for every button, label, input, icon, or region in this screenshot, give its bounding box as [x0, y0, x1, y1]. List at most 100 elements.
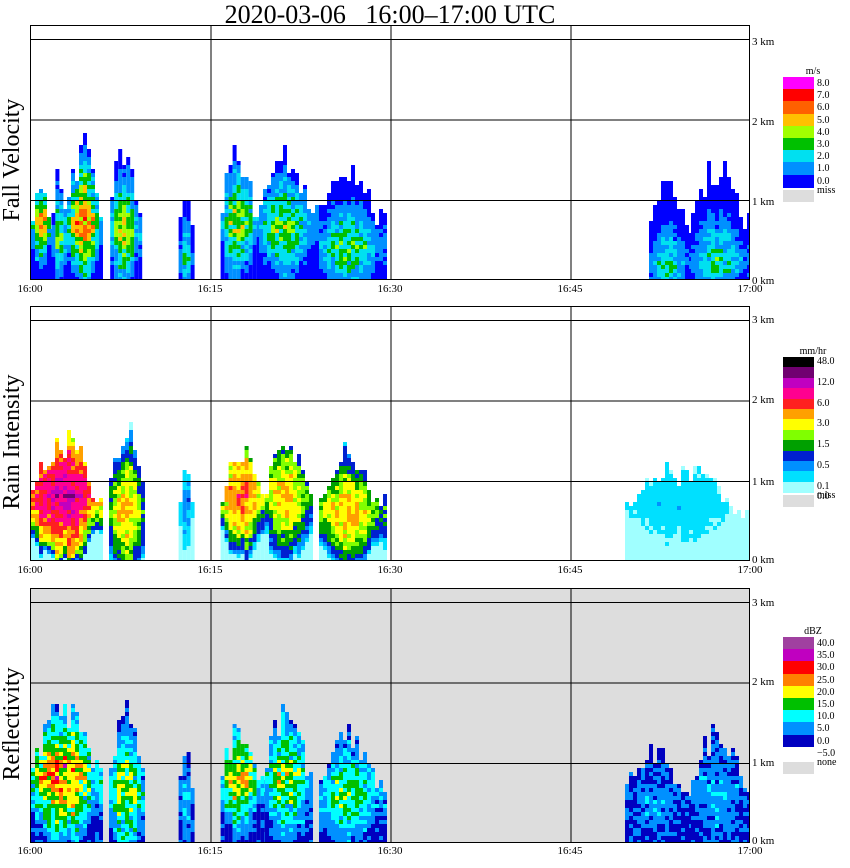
- echo-cell-1: [109, 700, 145, 842]
- rain-height-0km: 0 km: [752, 554, 775, 566]
- colorbar-swatch: [783, 698, 814, 711]
- colorbar-swatch: [783, 357, 814, 368]
- rain-height-3km: 3 km: [752, 314, 775, 326]
- colorbar-level: 2.0: [817, 151, 830, 163]
- reflectivity-panel: [30, 588, 750, 843]
- colorbar-missing-label: miss: [817, 490, 836, 502]
- colorbar-unit: dBZ: [804, 626, 822, 637]
- heatmap-plot-2: [31, 589, 749, 842]
- chart-title: 2020-03-06 16:00–17:00 UTC: [224, 0, 556, 29]
- colorbar-swatch: [783, 673, 814, 687]
- colorbar-swatch: [783, 481, 814, 493]
- colorbar-level: 6.0: [817, 102, 830, 114]
- colorbar-swatch: [783, 89, 814, 103]
- refl-time-1645: 16:45: [557, 845, 583, 857]
- colorbar-swatch: [783, 77, 814, 90]
- rain-time-1600: 16:00: [17, 564, 43, 576]
- grid-lines: [31, 307, 749, 560]
- echo-cell-1: [109, 422, 145, 560]
- fall-time-1600: 16:00: [17, 283, 43, 295]
- fall-height-0km: 0 km: [752, 275, 775, 287]
- colorbar-level: 10.0: [817, 711, 835, 723]
- echo-cell-2: [178, 752, 195, 842]
- colorbar-swatch: [783, 471, 814, 483]
- colorbar-level: 0.5: [817, 460, 830, 471]
- rain-time-1645: 16:45: [557, 564, 583, 576]
- colorbar-missing-swatch: [783, 495, 814, 508]
- colorbar-swatch: [783, 409, 814, 420]
- refl-time-1700: 17:00: [737, 845, 763, 857]
- colorbar-level: 6.0: [817, 397, 830, 409]
- echo-cell-7: [319, 165, 387, 279]
- colorbar-level: 4.0: [817, 126, 830, 138]
- reflectivity-ylabel: Reflectivity: [0, 667, 25, 781]
- colorbar-missing-swatch: [783, 762, 814, 774]
- colorbar-level: 0.1: [817, 480, 830, 492]
- echo-cell-0: [31, 704, 103, 842]
- refl-height-3km: 3 km: [752, 597, 775, 609]
- colorbar-swatch: [783, 722, 814, 736]
- echo-cell-4: [178, 201, 195, 279]
- colorbar-level: 5.0: [817, 723, 830, 735]
- echo-cell-1: [51, 169, 68, 279]
- colorbar-level: 5.0: [817, 114, 830, 126]
- colorbar-level: 35.0: [817, 650, 835, 662]
- colorbar-swatch: [783, 734, 814, 748]
- echo-cell-6: [259, 145, 319, 279]
- colorbar-swatch: [783, 685, 814, 699]
- colorbar-swatch: [783, 450, 814, 462]
- echo-cell-4: [265, 704, 313, 842]
- refl-time-1600: 16:00: [17, 845, 43, 857]
- colorbar-level: 20.0: [817, 686, 835, 698]
- colorbar-swatch: [783, 150, 814, 164]
- rain-height-1km: 1 km: [752, 476, 775, 488]
- colorbar-level: 48.0: [817, 356, 835, 367]
- echo-cell-3: [110, 149, 143, 279]
- rain-time-1700: 17:00: [737, 564, 763, 576]
- colorbar-level: 7.0: [817, 90, 830, 102]
- colorbar-level: 3.0: [817, 139, 830, 150]
- echo-cell-5: [220, 145, 261, 279]
- colorbar-swatch: [783, 746, 814, 760]
- colorbar-swatch: [783, 661, 814, 675]
- fall-time-1645: 16:45: [557, 283, 583, 295]
- colorbar-level: 1.0: [817, 163, 830, 175]
- colorbar-level: 15.0: [817, 699, 835, 710]
- colorbar-swatch: [783, 377, 814, 389]
- colorbar-swatch: [783, 113, 814, 127]
- colorbar-level: −5.0: [817, 747, 836, 759]
- echo-cell-7: [691, 724, 749, 842]
- grid-lines: [31, 589, 749, 842]
- echo-cell-8: [649, 181, 693, 279]
- colorbar-swatch: [783, 710, 814, 724]
- colorbar-level: 0.0: [817, 491, 830, 503]
- colorbar-swatch: [783, 138, 814, 151]
- colorbar-swatch: [783, 429, 814, 441]
- colorbar-swatch: [783, 367, 814, 379]
- fall-height-2km: 2 km: [752, 116, 775, 128]
- colorbar-swatch: [783, 388, 814, 400]
- grid-lines: [31, 26, 749, 279]
- colorbar-swatch: [783, 101, 814, 115]
- colorbar-missing-label: none: [817, 757, 837, 768]
- echo-cell-4: [265, 446, 313, 560]
- refl-height-1km: 1 km: [752, 757, 775, 769]
- fall-velocity-panel: [30, 25, 750, 280]
- fall-time-1630: 16:30: [377, 283, 403, 295]
- echo-cell-9: [691, 161, 749, 279]
- fall-height-3km: 3 km: [752, 36, 775, 48]
- colorbar-level: 8.0: [817, 78, 830, 89]
- echo-cell-5: [319, 724, 387, 842]
- colorbar-swatch: [783, 125, 814, 139]
- fall-velocity-ylabel: Fall Velocity: [0, 98, 25, 222]
- rain-intensity-panel: [30, 306, 750, 561]
- echo-cell-6: [625, 462, 749, 560]
- fall-time-1700: 17:00: [737, 283, 763, 295]
- heatmap-plot-0: [31, 26, 749, 279]
- colorbar-missing-label: miss: [817, 184, 836, 196]
- fall-height-1km: 1 km: [752, 196, 775, 208]
- echo-cell-2: [67, 133, 103, 279]
- refl-height-0km: 0 km: [752, 835, 775, 847]
- echo-cell-2: [178, 470, 195, 560]
- rain-height-2km: 2 km: [752, 394, 775, 406]
